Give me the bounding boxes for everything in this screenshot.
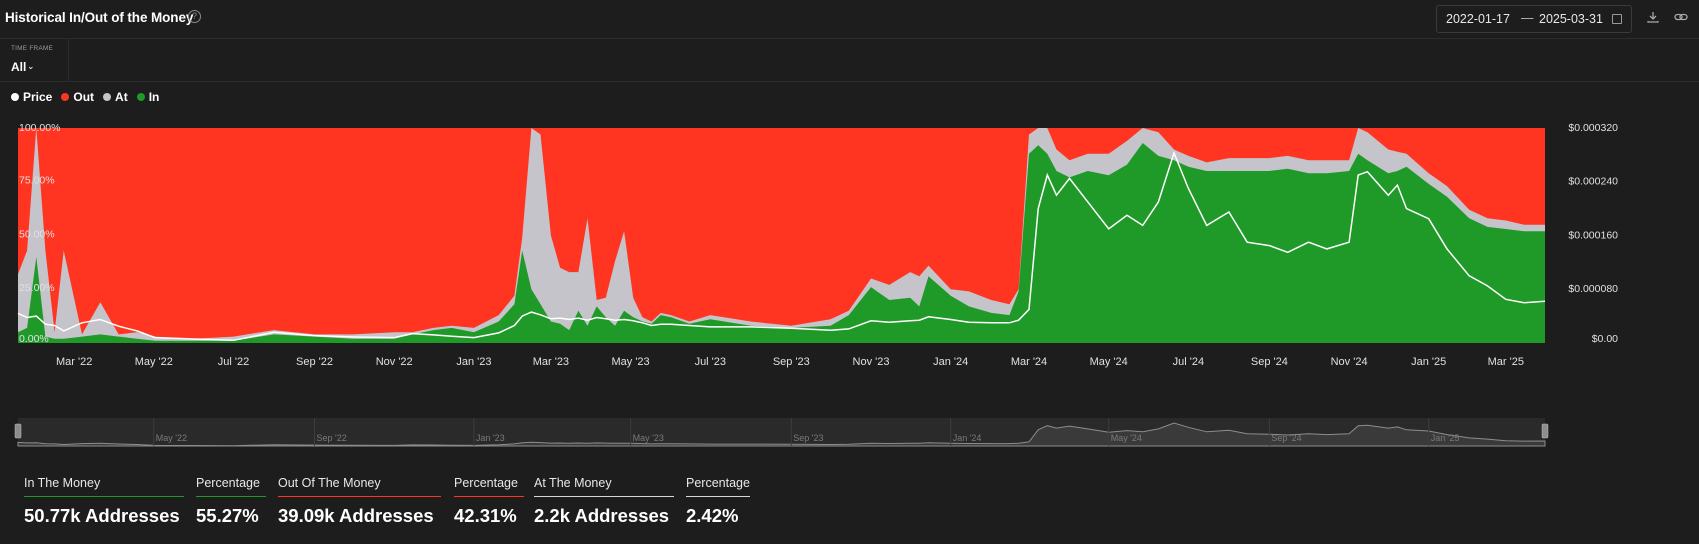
y-left-tick-label: 50.00% <box>19 228 55 240</box>
main-chart[interactable]: 100.00% 75.00% 50.00% 25.00% 0.00% $0.000320 $… <box>0 115 1699 380</box>
x-tick-label: Mar '23 <box>533 356 569 368</box>
x-tick-label: Mar '24 <box>1011 356 1047 368</box>
x-tick-label: Jul '22 <box>218 356 249 368</box>
stat-in-percentage: Percentage 55.27% <box>196 476 266 527</box>
x-tick-label: Jan '24 <box>933 356 968 368</box>
x-tick-label: Sep '22 <box>296 356 333 368</box>
chevron-down-icon[interactable]: ⌄ <box>27 61 35 71</box>
stat-value: 55.27% <box>196 505 259 526</box>
x-tick-label: Jul '24 <box>1173 356 1204 368</box>
x-tick-label: May '23 <box>612 356 650 368</box>
date-start[interactable]: 2022-01-17 <box>1446 12 1510 26</box>
stat-out-of-the-money: Out Of The Money 39.09k Addresses <box>278 476 441 527</box>
stat-label: At The Money <box>534 476 674 497</box>
y-left-tick-label: 0.00% <box>19 333 49 345</box>
stat-value: 2.42% <box>686 505 739 526</box>
area-in <box>18 143 1545 343</box>
legend-label-out: Out <box>73 90 95 104</box>
header-bar: Historical In/Out of the Money ? 2022-01… <box>0 0 1699 39</box>
legend-label-in: In <box>148 90 160 104</box>
navigator-handle-left[interactable] <box>14 423 22 439</box>
legend-dot-at <box>103 93 112 101</box>
legend-item-in[interactable]: In <box>136 90 160 104</box>
legend-dot-price <box>11 93 19 101</box>
legend-item-price[interactable]: Price <box>11 90 52 104</box>
x-tick-label: Sep '24 <box>1251 356 1288 368</box>
price-line <box>17 150 1546 342</box>
timeframe-value[interactable]: All <box>11 60 27 74</box>
stat-label: Percentage <box>454 476 524 497</box>
navigator-tick-label: Jan '24 <box>953 433 982 443</box>
legend-item-at[interactable]: At <box>103 90 128 104</box>
stat-label: Percentage <box>196 476 266 497</box>
download-icon[interactable] <box>1647 11 1659 23</box>
stat-value: 50.77k Addresses <box>24 505 180 526</box>
navigator-tick-label: May '24 <box>1111 433 1142 443</box>
stat-out-percentage: Percentage 42.31% <box>454 476 524 527</box>
timeframe-selector[interactable]: TIME FRAME All ⌄ <box>0 39 69 81</box>
legend-dot-in <box>136 93 145 101</box>
y-right-tick-label: $0.000080 <box>1568 283 1618 295</box>
legend-label-price: Price <box>23 90 53 104</box>
x-tick-label: Mar '22 <box>56 356 92 368</box>
x-tick-label: Jul '23 <box>695 356 726 368</box>
navigator-tick-label: Sep '22 <box>317 433 347 443</box>
timeframe-label: TIME FRAME <box>11 45 54 52</box>
stat-value: 42.31% <box>454 505 517 526</box>
navigator-tick-label: May '22 <box>156 433 187 443</box>
date-separator: — <box>1521 11 1534 25</box>
x-tick-label: Nov '23 <box>853 356 890 368</box>
legend-dot-out <box>61 93 70 101</box>
stat-label: In The Money <box>24 476 184 497</box>
calendar-icon[interactable] <box>1612 14 1622 24</box>
x-tick-label: Nov '24 <box>1331 356 1368 368</box>
stat-value: 39.09k Addresses <box>278 505 434 526</box>
navigator-handle-right[interactable] <box>1541 423 1549 439</box>
x-tick-label: Nov '22 <box>376 356 413 368</box>
stat-at-the-money: At The Money 2.2k Addresses <box>534 476 674 527</box>
legend-item-out[interactable]: Out <box>61 90 94 104</box>
x-tick-label: Jan '23 <box>456 356 491 368</box>
navigator-tick-label: May '23 <box>633 433 664 443</box>
stat-label: Percentage <box>686 476 750 497</box>
x-tick-label: May '22 <box>135 356 173 368</box>
navigator-tick-label: Sep '24 <box>1271 433 1301 443</box>
stat-value: 2.2k Addresses <box>534 505 670 526</box>
navigator-tick-label: Sep '23 <box>793 433 823 443</box>
y-right-tick-label: $0.00 <box>1592 333 1618 345</box>
navigator-tick-label: Jan '23 <box>476 433 505 443</box>
y-left-tick-label: 75.00% <box>19 175 55 187</box>
navigator-tick-label: Jan '25 <box>1431 433 1460 443</box>
page-title: Historical In/Out of the Money <box>5 10 194 25</box>
legend: Price Out At In <box>11 90 159 104</box>
date-range-picker[interactable]: 2022-01-17 — 2025-03-31 <box>1436 5 1632 33</box>
date-end[interactable]: 2025-03-31 <box>1539 12 1603 26</box>
stat-label: Out Of The Money <box>278 476 441 497</box>
x-tick-label: Sep '23 <box>773 356 810 368</box>
stat-at-percentage: Percentage 2.42% <box>686 476 750 527</box>
range-navigator[interactable]: May '22 Sep '22 Jan '23 May '23 Sep '23 Jan '… <box>0 414 1699 454</box>
divider <box>0 81 1699 82</box>
link-icon[interactable] <box>1674 11 1688 23</box>
y-left-tick-label: 25.00% <box>19 282 55 294</box>
y-right-tick-label: $0.000160 <box>1568 229 1618 241</box>
stat-in-the-money: In The Money 50.77k Addresses <box>24 476 184 527</box>
y-left-tick-label: 100.00% <box>19 122 60 134</box>
x-tick-label: Mar '25 <box>1488 356 1524 368</box>
x-tick-label: Jan '25 <box>1411 356 1446 368</box>
legend-label-at: At <box>115 90 128 104</box>
y-right-tick-label: $0.000240 <box>1568 176 1618 188</box>
x-tick-label: May '24 <box>1090 356 1128 368</box>
help-circle-icon[interactable]: ? <box>188 10 201 23</box>
y-right-tick-label: $0.000320 <box>1568 122 1618 134</box>
